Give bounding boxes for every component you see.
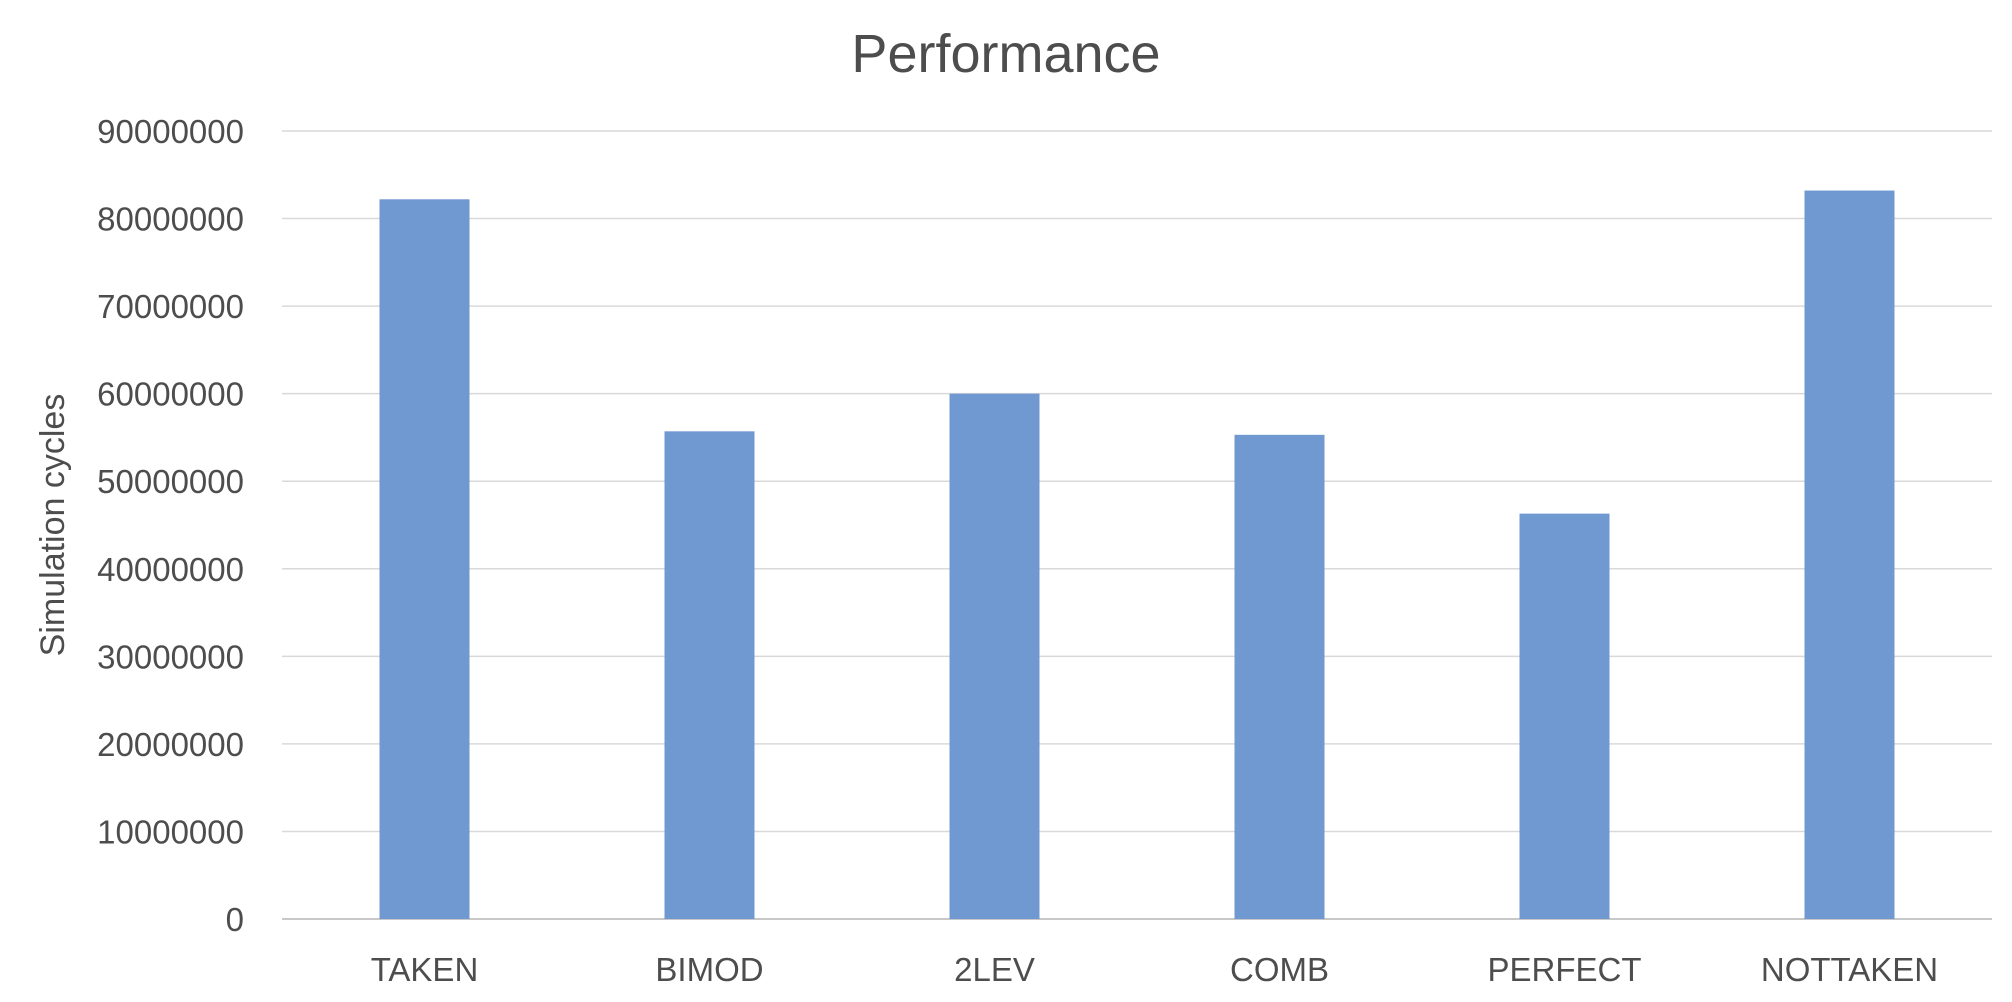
- x-category-label: COMB: [1230, 951, 1329, 988]
- bar-taken: [379, 199, 470, 919]
- y-tick-label: 0: [226, 901, 244, 938]
- gridlines: [282, 130, 1992, 920]
- x-axis-labels: TAKEN BIMOD 2LEV COMB PERFECT NOTTAKEN: [371, 951, 1938, 988]
- y-tick-label: 90000000: [97, 113, 244, 150]
- y-tick-label: 50000000: [97, 463, 244, 500]
- x-category-label: NOTTAKEN: [1761, 951, 1938, 988]
- bar-bimod: [664, 431, 755, 919]
- bar-2lev: [949, 393, 1040, 920]
- bars: [379, 190, 1895, 920]
- y-axis-ticks: 0 10000000 20000000 30000000 40000000 5000000…: [97, 113, 244, 938]
- bar-nottaken: [1804, 190, 1895, 919]
- y-tick-label: 70000000: [97, 288, 244, 325]
- y-axis-title: Simulation cycles: [34, 394, 72, 657]
- y-tick-label: 10000000: [97, 813, 244, 850]
- x-category-label: PERFECT: [1487, 951, 1641, 988]
- y-tick-label: 20000000: [97, 726, 244, 763]
- y-tick-label: 60000000: [97, 376, 244, 413]
- y-tick-label: 40000000: [97, 551, 244, 588]
- x-category-label: TAKEN: [371, 951, 479, 988]
- bar-comb: [1234, 434, 1325, 919]
- y-tick-label: 30000000: [97, 638, 244, 675]
- x-category-label: 2LEV: [954, 951, 1035, 988]
- y-tick-label: 80000000: [97, 201, 244, 238]
- x-category-label: BIMOD: [655, 951, 763, 988]
- bar-perfect: [1519, 513, 1610, 919]
- chart-title: Performance: [851, 24, 1160, 84]
